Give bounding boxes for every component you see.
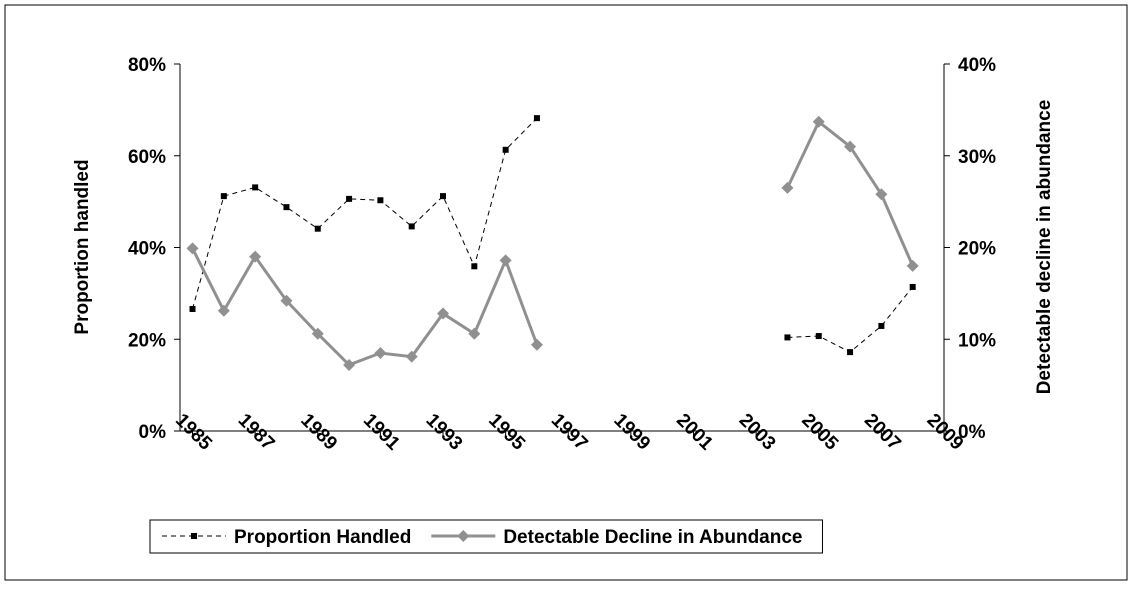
data-point	[468, 327, 481, 340]
data-point	[377, 197, 384, 204]
data-point	[499, 254, 512, 267]
data-point	[875, 188, 888, 201]
series-line	[192, 117, 538, 310]
data-point	[189, 305, 196, 312]
data-point	[847, 349, 854, 356]
data-point	[471, 263, 478, 270]
data-point	[252, 184, 259, 191]
y-tick-label: 0%	[139, 422, 167, 443]
data-point	[374, 347, 387, 360]
data-point	[440, 193, 447, 200]
legend-label: Detectable Decline in Abundance	[503, 527, 802, 548]
data-point	[812, 115, 825, 128]
y2-tick-label: 10%	[958, 330, 996, 351]
data-point	[220, 193, 227, 200]
data-point	[408, 223, 415, 230]
legend-marker	[457, 530, 470, 542]
data-point	[906, 259, 919, 272]
data-point	[249, 250, 262, 263]
y2-tick-label: 30%	[958, 147, 996, 168]
data-point	[280, 294, 293, 307]
y2-tick-label: 20%	[958, 239, 996, 260]
data-point	[283, 204, 290, 211]
legend: Proportion Handled Detectable Decline in …	[149, 519, 823, 554]
legend-label: Proportion Handled	[234, 527, 411, 548]
data-point	[533, 115, 540, 122]
chart-border	[4, 4, 1128, 581]
legend-marker	[191, 533, 197, 539]
data-point	[878, 322, 885, 329]
data-point	[186, 242, 199, 255]
data-point	[437, 307, 450, 320]
data-point	[815, 333, 822, 340]
data-point	[311, 327, 324, 340]
series-line	[191, 247, 539, 367]
y2-tick-label: 40%	[958, 55, 996, 76]
data-point	[781, 181, 794, 194]
y2-axis-title: Detectable decline in abundance	[1034, 100, 1055, 395]
data-point	[909, 283, 916, 290]
data-point	[502, 146, 509, 153]
y-axis-title: Proportion handled	[72, 159, 93, 334]
y-tick-label: 60%	[128, 147, 166, 168]
data-point	[844, 140, 857, 153]
data-point	[343, 358, 356, 371]
data-point	[405, 350, 418, 363]
data-point	[784, 334, 791, 341]
data-point	[346, 195, 353, 202]
y-tick-label: 40%	[128, 239, 166, 260]
y-tick-label: 80%	[128, 55, 166, 76]
series	[186, 115, 919, 371]
data-point	[530, 338, 543, 351]
y-tick-label: 20%	[128, 330, 166, 351]
series	[189, 115, 916, 356]
data-point	[217, 304, 230, 317]
y2-tick-label: 0%	[958, 422, 986, 443]
data-point	[314, 225, 321, 232]
